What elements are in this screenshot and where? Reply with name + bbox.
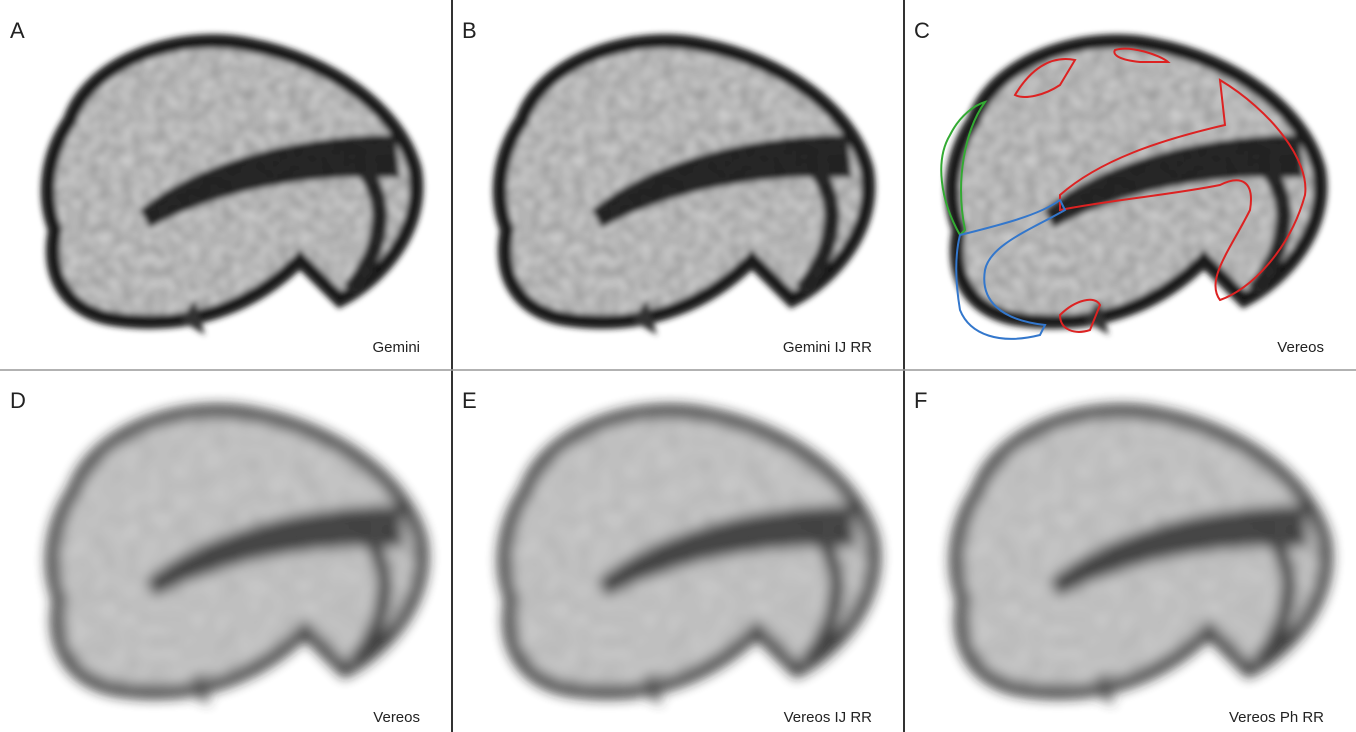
panel-letter: A: [10, 18, 25, 43]
scan-image: [952, 41, 1321, 335]
panels: A Gemini B Gemini IJ RR C Vereos D Vereos E Vereo…: [10, 18, 1325, 726]
scan-image: [505, 411, 874, 705]
panel: C Vereos: [914, 18, 1324, 356]
panel-caption: Vereos: [373, 709, 420, 726]
panel-caption: Gemini: [372, 339, 420, 356]
scan-image: [500, 41, 869, 335]
panel-letter: B: [462, 18, 477, 43]
scan-image: [957, 411, 1326, 705]
panel-letter: D: [10, 388, 26, 413]
panel-letter: F: [914, 388, 927, 413]
panel-caption: Vereos Ph RR: [1229, 709, 1324, 726]
panel-caption: Vereos: [1277, 339, 1324, 356]
panel: D Vereos: [10, 388, 421, 726]
panel-letter: C: [914, 18, 930, 43]
panel-caption: Gemini IJ RR: [783, 339, 872, 356]
figure: A Gemini B Gemini IJ RR C Vereos D Vereos E Vereo…: [0, 0, 1356, 732]
scan-image: [53, 411, 422, 705]
panel: E Vereos IJ RR: [462, 388, 873, 726]
panel: B Gemini IJ RR: [462, 18, 872, 356]
scan-image: [48, 41, 417, 335]
panel: A Gemini: [10, 18, 420, 356]
panel-letter: E: [462, 388, 477, 413]
panel-caption: Vereos IJ RR: [784, 709, 873, 726]
panel: F Vereos Ph RR: [914, 388, 1325, 726]
